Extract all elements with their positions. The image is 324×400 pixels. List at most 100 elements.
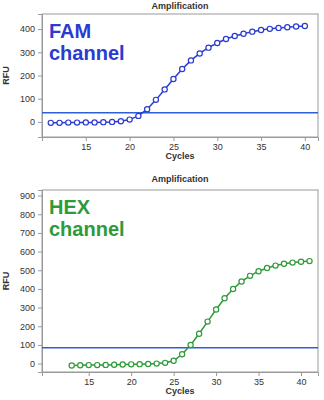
x-tick-mark bbox=[217, 137, 218, 141]
marker bbox=[232, 33, 237, 38]
y-tick-mark bbox=[38, 122, 42, 123]
x-tick-label: 40 bbox=[300, 142, 310, 152]
marker bbox=[48, 120, 53, 125]
x-tick-mark bbox=[86, 137, 87, 141]
plot-frame bbox=[42, 190, 318, 372]
y-tick: 400 bbox=[20, 284, 42, 294]
y-tick-label: 100 bbox=[20, 340, 35, 350]
marker bbox=[69, 363, 74, 368]
x-tick: 40 bbox=[300, 137, 310, 152]
threshold-line bbox=[42, 112, 318, 114]
y-tick-mark bbox=[38, 345, 42, 346]
marker bbox=[188, 58, 193, 63]
annotation-text: channel bbox=[49, 218, 125, 240]
marker bbox=[293, 24, 298, 29]
x-tick-label: 20 bbox=[127, 377, 137, 387]
y-tick-mark bbox=[38, 52, 42, 53]
y-axis: 0100200300400500600700800900 bbox=[20, 191, 43, 373]
marker bbox=[127, 117, 132, 122]
chart-title: Amplification bbox=[151, 1, 208, 11]
series-line bbox=[72, 261, 310, 365]
y-tick: 800 bbox=[20, 210, 42, 220]
marker bbox=[197, 331, 202, 336]
marker bbox=[215, 40, 220, 45]
annotation: HEXchannel bbox=[46, 194, 138, 242]
y-tick-mark bbox=[38, 364, 42, 365]
marker bbox=[267, 26, 272, 31]
y-tick: 0 bbox=[30, 117, 42, 127]
x-tick-label: 15 bbox=[84, 377, 94, 387]
x-tick-mark bbox=[131, 372, 132, 376]
y-tick: 300 bbox=[20, 303, 42, 313]
x-tick: 30 bbox=[213, 137, 223, 152]
y-tick-label: 500 bbox=[20, 266, 35, 276]
marker bbox=[95, 362, 100, 367]
x-tick-label: 15 bbox=[81, 142, 91, 152]
y-tick: 700 bbox=[20, 228, 42, 238]
x-axis-title: Cycles bbox=[165, 151, 194, 161]
marker bbox=[222, 296, 227, 301]
marker bbox=[118, 119, 123, 124]
y-tick: 0 bbox=[30, 359, 42, 369]
plot-frame bbox=[42, 14, 318, 137]
x-tick: 40 bbox=[297, 372, 307, 387]
marker bbox=[302, 23, 307, 28]
marker bbox=[83, 120, 88, 125]
y-tick-mark bbox=[38, 233, 42, 234]
marker bbox=[109, 119, 114, 124]
panel: 1520253035400100200300400500600700800900 bbox=[20, 190, 319, 387]
x-tick-mark bbox=[216, 372, 217, 376]
y-tick-label: 900 bbox=[20, 191, 35, 201]
marker bbox=[57, 120, 62, 125]
marker bbox=[171, 76, 176, 81]
marker bbox=[223, 36, 228, 41]
x-tick-mark bbox=[89, 372, 90, 376]
x-tick-label: 30 bbox=[213, 142, 223, 152]
x-tick: 20 bbox=[125, 137, 135, 152]
marker bbox=[281, 261, 286, 266]
marker bbox=[92, 120, 97, 125]
annotation: FAMchannel bbox=[46, 18, 138, 66]
y-tick: 900 bbox=[20, 191, 42, 201]
marker bbox=[180, 66, 185, 71]
x-axis-line bbox=[43, 373, 319, 377]
y-axis-title: RFU bbox=[1, 66, 11, 85]
marker bbox=[101, 120, 106, 125]
marker bbox=[129, 362, 134, 367]
marker bbox=[78, 363, 83, 368]
y-tick-mark bbox=[38, 252, 42, 253]
marker bbox=[154, 361, 159, 366]
y-tick-label: 800 bbox=[20, 210, 35, 220]
y-tick-mark bbox=[38, 214, 42, 215]
marker bbox=[285, 25, 290, 30]
marker bbox=[180, 352, 185, 357]
marker bbox=[205, 319, 210, 324]
marker bbox=[273, 263, 278, 268]
x-tick-mark bbox=[174, 372, 175, 376]
marker bbox=[250, 29, 255, 34]
marker bbox=[230, 286, 235, 291]
marker bbox=[112, 362, 117, 367]
marker bbox=[120, 362, 125, 367]
marker bbox=[163, 360, 168, 365]
x-tick-mark bbox=[130, 137, 131, 141]
x-tick: 30 bbox=[212, 372, 222, 387]
marker bbox=[66, 120, 71, 125]
marker bbox=[171, 358, 176, 363]
y-tick: 100 bbox=[20, 94, 42, 104]
x-tick-label: 20 bbox=[125, 142, 135, 152]
plot-area bbox=[42, 259, 318, 369]
marker bbox=[136, 113, 141, 118]
panel: 1520253035400100200300400 bbox=[20, 14, 319, 152]
x-tick-label: 35 bbox=[254, 377, 264, 387]
y-tick: 400 bbox=[20, 24, 42, 34]
annotation-box bbox=[46, 18, 138, 66]
y-tick-mark bbox=[38, 270, 42, 271]
y-tick-mark bbox=[38, 196, 42, 197]
y-axis: 0100200300400 bbox=[20, 15, 43, 138]
marker bbox=[146, 361, 151, 366]
x-tick-label: 40 bbox=[297, 377, 307, 387]
y-axis-line bbox=[38, 191, 43, 373]
marker bbox=[264, 265, 269, 270]
x-tick-mark bbox=[301, 372, 302, 376]
